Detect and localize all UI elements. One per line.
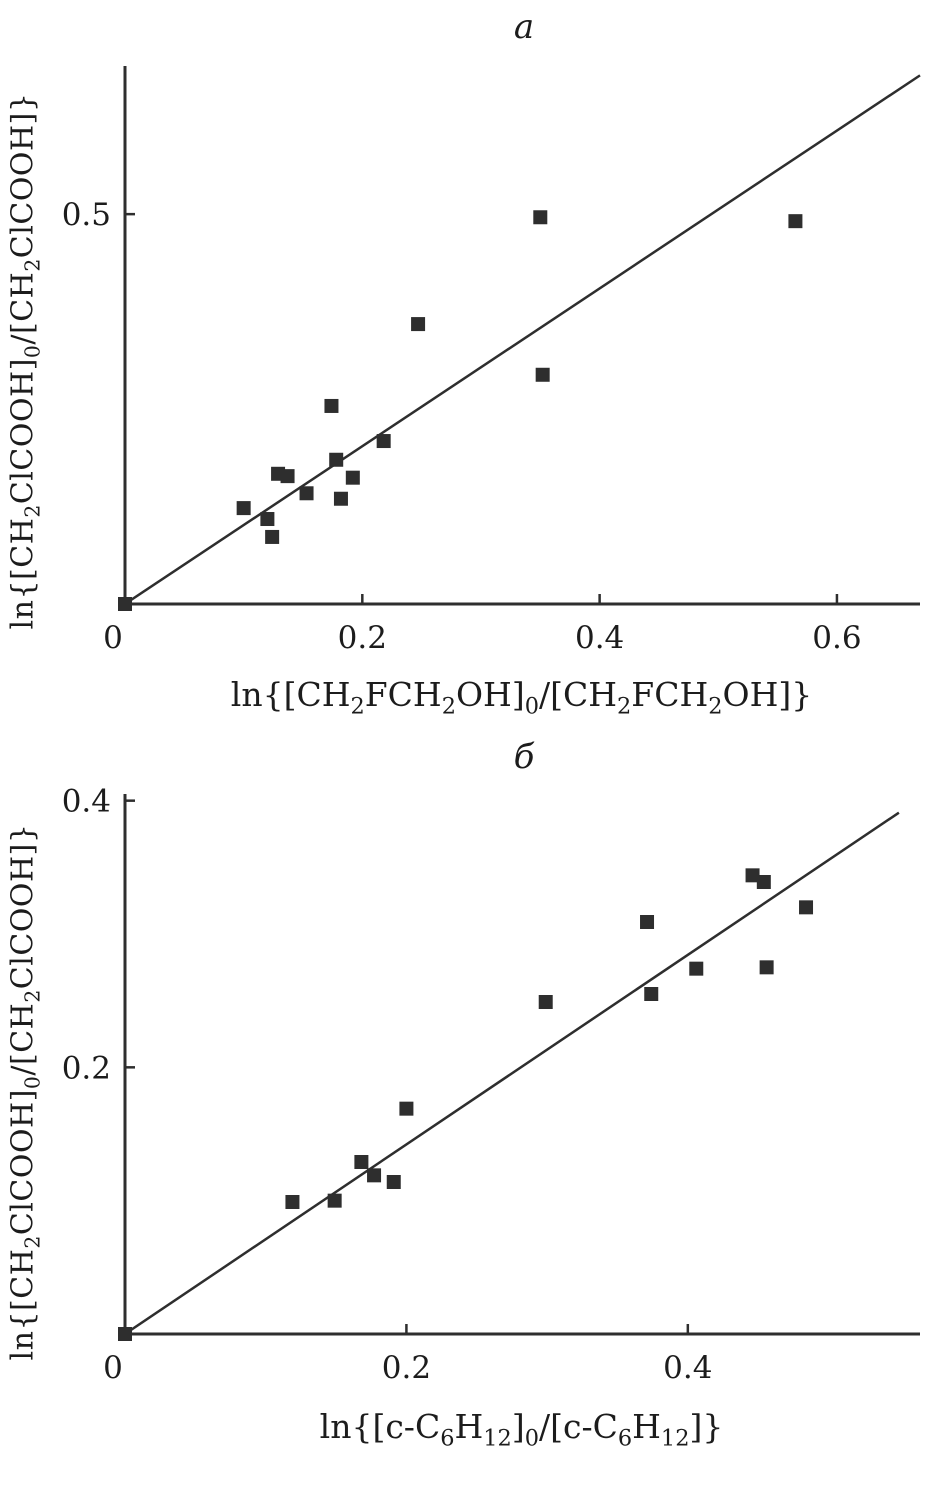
data-point bbox=[118, 597, 132, 611]
data-point bbox=[386, 1175, 401, 1189]
data-point bbox=[535, 367, 550, 382]
data-point bbox=[411, 317, 426, 332]
data-point bbox=[759, 960, 774, 975]
panel-a-ylabel-wrap: ln{[CH2ClCOOH]0/[CH2ClCOOH]} bbox=[0, 52, 50, 670]
data-point bbox=[376, 434, 391, 449]
panel-b-y-axis-label: ln{[CH2ClCOOH]0/[CH2ClCOOH]} bbox=[5, 823, 45, 1361]
data-point bbox=[118, 1327, 132, 1341]
data-point bbox=[533, 210, 548, 225]
panel-b: б ln{[CH2ClCOOH]0/[CH2ClCOOH]} 0 0.2 0.4 0.… bbox=[0, 736, 928, 1460]
x-tick-label: 0.6 bbox=[812, 620, 861, 656]
data-point bbox=[265, 529, 280, 544]
data-point bbox=[333, 491, 348, 506]
fit-line bbox=[124, 811, 900, 1336]
panel-a-title: a bbox=[513, 7, 535, 47]
x-tick-label: 0.2 bbox=[338, 620, 387, 656]
data-point bbox=[788, 214, 803, 229]
data-point bbox=[324, 398, 339, 413]
panel-a-x-axis-label: ln{[CH2FCH2OH]0/[CH2FCH2OH]} bbox=[230, 675, 813, 720]
data-point bbox=[756, 875, 771, 889]
panel-b-body: ln{[CH2ClCOOH]0/[CH2ClCOOH]} 0 0.2 0.4 0.2 0… bbox=[0, 782, 928, 1402]
data-point bbox=[644, 987, 659, 1001]
y-tick-label: 0.5 bbox=[62, 197, 111, 233]
y-tick-label: 0.4 bbox=[62, 784, 111, 820]
panel-a: a ln{[CH2ClCOOH]0/[CH2ClCOOH]} 0 0.2 0.4 0.… bbox=[0, 6, 928, 728]
x-tick-label: 0.4 bbox=[663, 1350, 712, 1386]
x-tick-label: 0.2 bbox=[382, 1350, 431, 1386]
y-tick-label: 0.2 bbox=[62, 1050, 111, 1086]
panel-b-x-axis-label: ln{[c-C6H12]0/[c-C6H12]} bbox=[319, 1407, 724, 1452]
data-point bbox=[799, 900, 814, 915]
data-point bbox=[640, 915, 655, 929]
data-point bbox=[329, 452, 344, 467]
x-tick-label: 0.4 bbox=[575, 620, 624, 656]
data-point bbox=[345, 470, 360, 485]
data-point bbox=[236, 501, 251, 516]
panel-b-ylabel-wrap: ln{[CH2ClCOOH]0/[CH2ClCOOH]} bbox=[0, 782, 50, 1402]
data-point bbox=[260, 512, 275, 527]
data-point bbox=[745, 868, 760, 883]
data-point bbox=[327, 1193, 342, 1208]
scatter-plot-b: 0 0.2 0.4 0.2 0.4 bbox=[62, 784, 920, 1386]
panel-a-body: ln{[CH2ClCOOH]0/[CH2ClCOOH]} 0 0.2 0.4 0.6 0… bbox=[0, 52, 928, 670]
data-point bbox=[299, 486, 314, 501]
data-point bbox=[399, 1101, 414, 1116]
data-point bbox=[689, 961, 704, 976]
data-point bbox=[285, 1195, 300, 1209]
fit-line bbox=[124, 74, 921, 606]
data-point bbox=[538, 995, 553, 1009]
data-point bbox=[354, 1155, 369, 1169]
scatter-plot-a: 0 0.2 0.4 0.6 0.5 bbox=[62, 66, 921, 656]
data-point bbox=[367, 1168, 382, 1183]
panel-b-title: б bbox=[513, 737, 535, 777]
x-tick-label: 0 bbox=[103, 1350, 123, 1386]
data-point bbox=[280, 469, 295, 484]
x-tick-label: 0 bbox=[103, 620, 123, 656]
panel-a-y-axis-label: ln{[CH2ClCOOH]0/[CH2ClCOOH]} bbox=[5, 92, 45, 630]
